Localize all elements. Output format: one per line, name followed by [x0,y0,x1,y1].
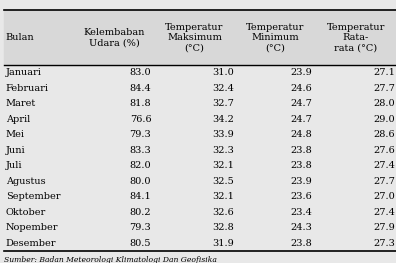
Text: April: April [6,115,30,124]
Text: 34.2: 34.2 [212,115,234,124]
Text: 32.1: 32.1 [212,192,234,201]
Text: Agustus: Agustus [6,177,46,186]
Text: 24.6: 24.6 [291,84,312,93]
Text: 23.4: 23.4 [291,208,312,217]
Text: Temperatur
Minimum
(°C): Temperatur Minimum (°C) [246,23,304,52]
Text: Nopember: Nopember [6,223,58,232]
Text: Desember: Desember [6,239,56,248]
Text: Sumber: Badan Meteorologi Klimatologi Dan Geofisika: Sumber: Badan Meteorologi Klimatologi Da… [4,256,217,263]
Text: 27.3: 27.3 [373,239,395,248]
Text: 84.1: 84.1 [129,192,151,201]
Text: 32.5: 32.5 [212,177,234,186]
Text: 32.3: 32.3 [212,146,234,155]
Text: 23.9: 23.9 [291,177,312,186]
Text: 29.0: 29.0 [373,115,395,124]
Text: 27.9: 27.9 [373,223,395,232]
Text: 31.0: 31.0 [212,68,234,77]
Text: Bulan: Bulan [6,33,34,42]
Text: 23.8: 23.8 [291,239,312,248]
Text: 32.8: 32.8 [212,223,234,232]
Text: 32.1: 32.1 [212,161,234,170]
Text: 32.7: 32.7 [212,99,234,108]
Text: 23.6: 23.6 [291,192,312,201]
Text: Maret: Maret [6,99,36,108]
Text: 80.5: 80.5 [130,239,151,248]
Text: 24.7: 24.7 [291,115,312,124]
Text: 79.3: 79.3 [129,130,151,139]
Text: 27.7: 27.7 [373,177,395,186]
Text: Mei: Mei [6,130,25,139]
Text: Kelembaban
Udara (%): Kelembaban Udara (%) [83,28,145,47]
Text: 32.4: 32.4 [212,84,234,93]
Text: 28.0: 28.0 [373,99,395,108]
Text: Temperatur
Maksimum
(°C): Temperatur Maksimum (°C) [165,23,224,52]
Text: September: September [6,192,61,201]
Text: 83.0: 83.0 [129,68,151,77]
Text: 33.9: 33.9 [212,130,234,139]
Text: 28.6: 28.6 [373,130,395,139]
Text: 82.0: 82.0 [129,161,151,170]
Text: 23.8: 23.8 [291,146,312,155]
Text: 27.6: 27.6 [373,146,395,155]
Text: 83.3: 83.3 [129,146,151,155]
Text: 79.3: 79.3 [129,223,151,232]
Text: Januari: Januari [6,68,42,77]
Text: 24.8: 24.8 [291,130,312,139]
Text: 23.8: 23.8 [291,161,312,170]
Text: 80.2: 80.2 [129,208,151,217]
Text: 27.1: 27.1 [373,68,395,77]
Text: 80.0: 80.0 [130,177,151,186]
Text: 81.8: 81.8 [129,99,151,108]
Text: 31.9: 31.9 [212,239,234,248]
Text: 27.7: 27.7 [373,84,395,93]
Text: 27.4: 27.4 [373,208,395,217]
Text: Juli: Juli [6,161,23,170]
Text: 76.6: 76.6 [129,115,151,124]
Text: 32.6: 32.6 [212,208,234,217]
Text: 27.4: 27.4 [373,161,395,170]
Text: Temperatur
Rata-
rata (°C): Temperatur Rata- rata (°C) [326,23,385,52]
Text: 24.3: 24.3 [291,223,312,232]
Text: 24.7: 24.7 [291,99,312,108]
Text: 27.0: 27.0 [373,192,395,201]
Text: Februari: Februari [6,84,49,93]
Text: Oktober: Oktober [6,208,46,217]
Text: 23.9: 23.9 [291,68,312,77]
Text: 84.4: 84.4 [129,84,151,93]
Text: Juni: Juni [6,146,25,155]
